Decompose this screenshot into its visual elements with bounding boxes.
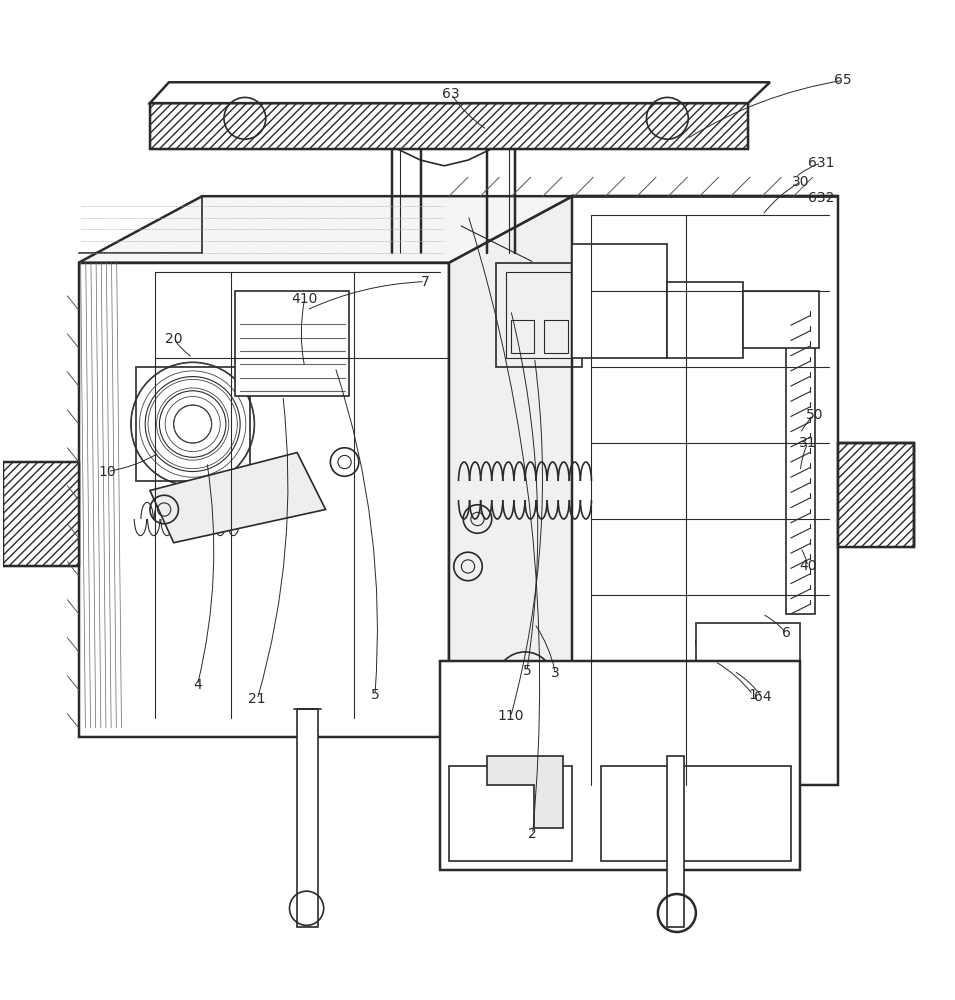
Text: 64: 64 xyxy=(753,690,771,704)
Bar xyxy=(572,244,668,358)
Text: 65: 65 xyxy=(835,73,852,87)
Bar xyxy=(150,103,748,149)
Polygon shape xyxy=(150,453,326,543)
Bar xyxy=(150,103,748,149)
Polygon shape xyxy=(78,196,838,263)
Bar xyxy=(511,320,535,353)
Bar xyxy=(696,623,800,832)
Polygon shape xyxy=(487,756,562,828)
Text: 30: 30 xyxy=(792,175,809,189)
Text: 6: 6 xyxy=(781,626,791,640)
Bar xyxy=(601,766,791,861)
Text: 21: 21 xyxy=(248,692,266,706)
Text: 5: 5 xyxy=(522,664,531,678)
Bar xyxy=(0,462,78,566)
Text: 632: 632 xyxy=(808,191,835,205)
Polygon shape xyxy=(78,263,449,737)
Text: 20: 20 xyxy=(165,332,182,346)
Bar xyxy=(668,282,743,358)
Text: 7: 7 xyxy=(421,275,430,289)
Text: 1: 1 xyxy=(749,688,757,702)
Bar xyxy=(743,291,819,348)
Text: 410: 410 xyxy=(291,292,318,306)
Text: 2: 2 xyxy=(528,827,537,841)
Polygon shape xyxy=(572,196,838,785)
Text: 31: 31 xyxy=(799,436,817,450)
Bar xyxy=(235,291,350,396)
Bar xyxy=(297,709,318,927)
Text: 10: 10 xyxy=(98,465,116,479)
Bar xyxy=(497,263,582,367)
Text: 3: 3 xyxy=(551,666,560,680)
Bar xyxy=(506,272,572,358)
Text: 63: 63 xyxy=(442,87,459,101)
Text: 40: 40 xyxy=(799,559,817,573)
Bar xyxy=(838,443,914,547)
Bar xyxy=(544,320,567,353)
Bar xyxy=(668,756,685,927)
Text: 50: 50 xyxy=(806,408,823,422)
Bar xyxy=(449,766,572,861)
Bar xyxy=(136,367,249,481)
Bar xyxy=(786,310,815,614)
Text: 4: 4 xyxy=(193,678,202,692)
Text: 631: 631 xyxy=(808,156,835,170)
Polygon shape xyxy=(150,82,770,103)
Bar xyxy=(439,661,800,870)
Polygon shape xyxy=(449,196,572,737)
Text: 110: 110 xyxy=(498,709,524,723)
Text: 5: 5 xyxy=(371,688,379,702)
